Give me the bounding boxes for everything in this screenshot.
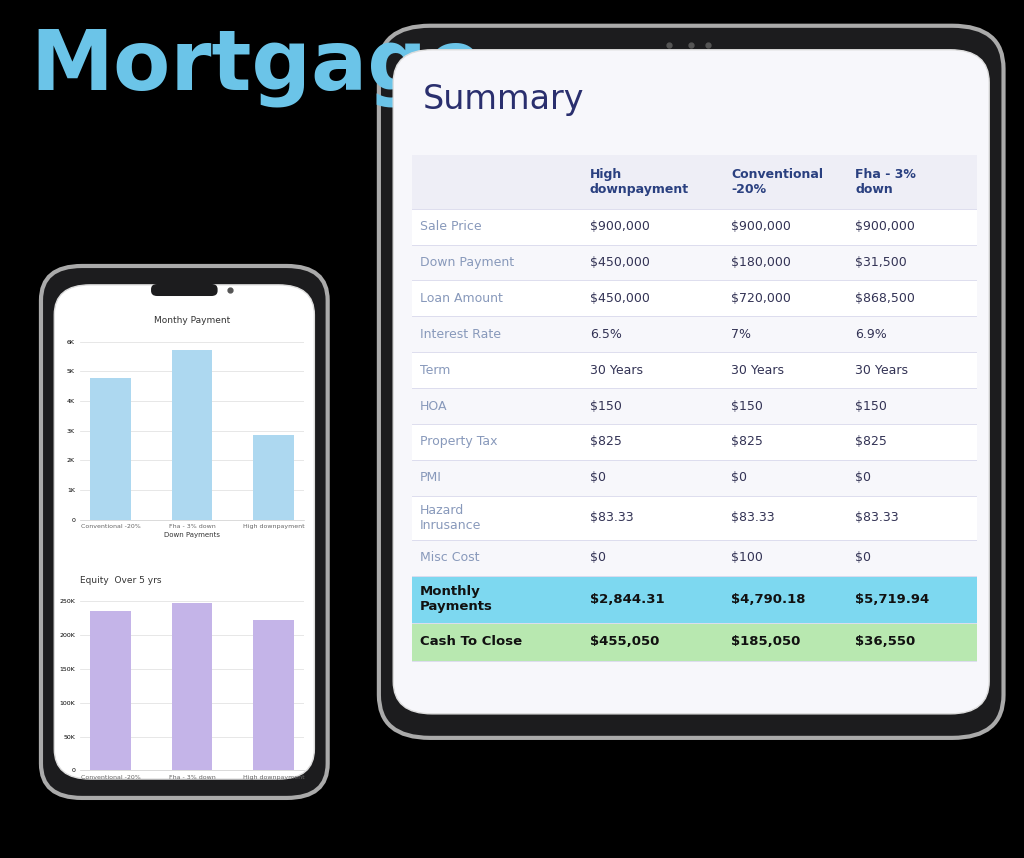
Text: PMI: PMI xyxy=(420,471,442,485)
Bar xyxy=(253,435,294,520)
Text: 30 Years: 30 Years xyxy=(731,364,784,377)
Text: $825: $825 xyxy=(855,436,887,449)
X-axis label: Down Payments: Down Payments xyxy=(164,532,220,538)
Text: $450,000: $450,000 xyxy=(590,292,649,305)
Text: Interest Rate: Interest Rate xyxy=(420,328,501,341)
FancyBboxPatch shape xyxy=(41,266,328,798)
Text: $0: $0 xyxy=(855,471,871,485)
Text: $455,050: $455,050 xyxy=(590,636,659,649)
Text: $0: $0 xyxy=(731,471,748,485)
Text: 30 Years: 30 Years xyxy=(590,364,643,377)
Bar xyxy=(412,496,977,540)
Text: $825: $825 xyxy=(731,436,763,449)
Bar xyxy=(253,620,294,770)
Text: $900,000: $900,000 xyxy=(590,220,649,233)
Text: $900,000: $900,000 xyxy=(731,220,791,233)
Text: $0: $0 xyxy=(855,552,871,565)
Text: Equity  Over 5 yrs: Equity Over 5 yrs xyxy=(80,577,162,585)
Bar xyxy=(412,388,977,424)
Text: $5,719.94: $5,719.94 xyxy=(855,593,930,606)
Text: $83.33: $83.33 xyxy=(855,511,899,524)
Text: $150: $150 xyxy=(855,400,887,413)
FancyBboxPatch shape xyxy=(379,26,1004,738)
Bar xyxy=(172,602,212,770)
Text: Conventional
-20%: Conventional -20% xyxy=(731,168,823,196)
Bar xyxy=(412,317,977,353)
Bar xyxy=(412,281,977,317)
Bar xyxy=(412,245,977,281)
Text: $31,500: $31,500 xyxy=(855,256,907,269)
Text: $36,550: $36,550 xyxy=(855,636,915,649)
Text: 7%: 7% xyxy=(731,328,751,341)
Text: Sale Price: Sale Price xyxy=(420,220,481,233)
Text: $0: $0 xyxy=(590,471,606,485)
Bar xyxy=(412,208,977,245)
Text: $180,000: $180,000 xyxy=(731,256,791,269)
FancyBboxPatch shape xyxy=(54,285,314,779)
Text: Property Tax: Property Tax xyxy=(420,436,498,449)
Text: $450,000: $450,000 xyxy=(590,256,649,269)
Text: $900,000: $900,000 xyxy=(855,220,915,233)
Text: Monthly
Payments: Monthly Payments xyxy=(420,585,493,613)
Text: $868,500: $868,500 xyxy=(855,292,915,305)
Bar xyxy=(412,353,977,388)
Text: Fha - 3%
down: Fha - 3% down xyxy=(855,168,916,196)
Text: 6.5%: 6.5% xyxy=(590,328,622,341)
Text: $83.33: $83.33 xyxy=(731,511,774,524)
Bar xyxy=(412,424,977,460)
Text: Misc Cost: Misc Cost xyxy=(420,552,479,565)
FancyBboxPatch shape xyxy=(393,50,989,714)
Text: Hazard
Inrusance: Hazard Inrusance xyxy=(420,504,481,532)
Text: Summary: Summary xyxy=(423,82,585,116)
Text: $825: $825 xyxy=(590,436,622,449)
Text: 6.9%: 6.9% xyxy=(855,328,887,341)
Text: $150: $150 xyxy=(731,400,763,413)
Text: $100: $100 xyxy=(731,552,763,565)
Text: Down Payment: Down Payment xyxy=(420,256,514,269)
Text: $0: $0 xyxy=(590,552,606,565)
Bar xyxy=(90,612,131,770)
Text: Cash To Close: Cash To Close xyxy=(420,636,522,649)
Bar xyxy=(412,460,977,496)
Text: $83.33: $83.33 xyxy=(590,511,633,524)
Text: $2,844.31: $2,844.31 xyxy=(590,593,665,606)
Text: High
downpayment: High downpayment xyxy=(590,168,689,196)
Bar xyxy=(412,576,977,623)
Text: Mortgage: Mortgage xyxy=(31,26,484,106)
Text: HOA: HOA xyxy=(420,400,447,413)
Title: Monthy Payment: Monthy Payment xyxy=(154,316,230,324)
Text: Term: Term xyxy=(420,364,451,377)
Text: $185,050: $185,050 xyxy=(731,636,801,649)
Text: $720,000: $720,000 xyxy=(731,292,791,305)
Text: $150: $150 xyxy=(590,400,622,413)
Bar xyxy=(412,155,977,208)
FancyBboxPatch shape xyxy=(152,284,218,296)
Text: $4,790.18: $4,790.18 xyxy=(731,593,806,606)
Bar xyxy=(412,540,977,576)
Bar xyxy=(412,623,977,661)
Bar xyxy=(172,350,212,520)
Text: 30 Years: 30 Years xyxy=(855,364,908,377)
Text: Loan Amount: Loan Amount xyxy=(420,292,503,305)
Bar xyxy=(90,378,131,520)
